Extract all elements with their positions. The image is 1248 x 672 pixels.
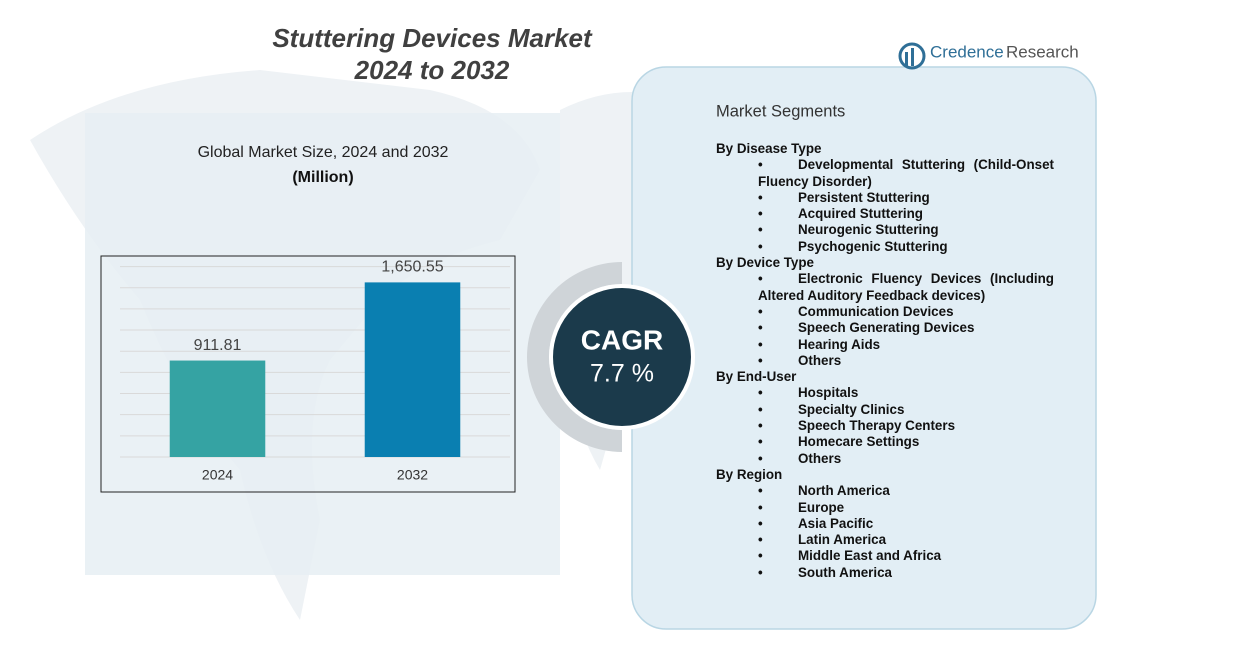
cagr-value: 7.7 % xyxy=(590,360,654,388)
segment-item-text: Persistent Stuttering xyxy=(798,189,930,205)
value-label: 911.81 xyxy=(194,337,242,354)
segment-item: • Psychogenic Stuttering xyxy=(758,239,1054,255)
segment-item: • Middle East and Africa xyxy=(758,548,1054,564)
segment-item: • North America xyxy=(758,483,1054,499)
logo-icon xyxy=(898,42,926,70)
segment-item-text: Communication Devices xyxy=(798,303,954,319)
segment-item-text: Speech Generating Devices xyxy=(798,320,975,336)
bullet: • xyxy=(758,499,763,515)
segment-item-text: Middle East and Africa xyxy=(798,548,942,564)
bullet: • xyxy=(758,515,763,531)
segment-item: • Specialty Clinics xyxy=(758,402,1054,418)
segment-item: • Latin America xyxy=(758,532,1054,548)
left-panel xyxy=(85,113,560,575)
segment-item: • Speech Therapy Centers xyxy=(758,418,1054,434)
bar xyxy=(364,282,461,457)
bullet: • xyxy=(758,320,763,336)
bullet: • xyxy=(758,352,763,368)
segment-item-text: North America xyxy=(798,483,890,499)
segment-item: • Acquired Stuttering xyxy=(758,206,1054,222)
segments-list: By Disease Type • Developmental Stuttering… xyxy=(716,141,1061,581)
segment-item: • Electronic Fluency Devices (Including A… xyxy=(758,271,1054,304)
bullet: • xyxy=(758,238,763,254)
segment-item-text: South America xyxy=(798,564,893,580)
segment-item-text: Speech Therapy Centers xyxy=(798,418,956,434)
segment-item: • Persistent Stuttering xyxy=(758,190,1054,206)
cagr-ring xyxy=(527,262,622,452)
segment-item-text: Others xyxy=(798,352,842,368)
bullet: • xyxy=(758,303,763,319)
segment-item-text: Homecare Settings xyxy=(798,434,920,450)
bullet: • xyxy=(758,336,763,352)
segment-item: • Hospitals xyxy=(758,385,1054,401)
segment-item: • South America xyxy=(758,565,1054,581)
bullet: • xyxy=(758,271,763,287)
segment-item-text: Asia Pacific xyxy=(798,515,874,531)
bullet: • xyxy=(758,564,763,580)
bullet: • xyxy=(758,450,763,466)
bullet: • xyxy=(758,222,763,238)
title: 2024 to 2032 xyxy=(354,55,510,85)
segment-item-text: Specialty Clinics xyxy=(798,401,905,417)
segment-item: • Europe xyxy=(758,500,1054,516)
title: Stuttering Devices Market xyxy=(272,23,593,53)
segment-item-text: Hearing Aids xyxy=(798,336,881,352)
segment-item-text: Others xyxy=(798,450,842,466)
x-tick-label: 2032 xyxy=(397,467,428,483)
segment-item-text: Acquired Stuttering xyxy=(798,206,923,222)
value-label: 1,650.55 xyxy=(381,259,443,276)
bullet: • xyxy=(758,189,763,205)
segment-item: • Others xyxy=(758,451,1054,467)
segment-item-text: Developmental Stuttering (Child-Onset Fl… xyxy=(758,157,1054,189)
segment-item: • Hearing Aids xyxy=(758,337,1054,353)
logo-icon xyxy=(905,52,908,66)
segment-item: • Communication Devices xyxy=(758,304,1054,320)
segment-item: • Homecare Settings xyxy=(758,434,1054,450)
segment-group-title: By Device Type xyxy=(716,255,814,271)
bullet: • xyxy=(758,157,763,173)
bullet: • xyxy=(758,548,763,564)
segment-item-text: Latin America xyxy=(798,532,887,548)
segment-item: • Neurogenic Stuttering xyxy=(758,222,1054,238)
segment-item: • Asia Pacific xyxy=(758,516,1054,532)
chart-frame xyxy=(100,255,516,493)
bullet: • xyxy=(758,206,763,222)
bullet: • xyxy=(758,483,763,499)
bullet: • xyxy=(758,401,763,417)
segments-title: Market Segments xyxy=(716,102,845,120)
chart-subtitle: (Million) xyxy=(292,169,353,186)
bar xyxy=(169,360,266,457)
segment-group-title: By Region xyxy=(716,466,783,482)
cagr-circle xyxy=(549,284,695,430)
segment-item: • Speech Generating Devices xyxy=(758,320,1054,336)
bullet: • xyxy=(758,434,763,450)
logo: Credence Research xyxy=(898,42,1079,70)
cagr-label: CAGR xyxy=(581,324,663,355)
segment-item-text: Neurogenic Stuttering xyxy=(798,222,939,238)
bullet: • xyxy=(758,532,763,548)
segment-item-text: Psychogenic Stuttering xyxy=(798,238,948,254)
segment-item-text: Electronic Fluency Devices (Including Al… xyxy=(758,271,1054,303)
logo-suffix: Research xyxy=(1006,42,1079,61)
bullet: • xyxy=(758,418,763,434)
segment-item-text: Hospitals xyxy=(798,385,859,401)
logo-icon xyxy=(911,48,914,66)
chart-title: Global Market Size, 2024 and 2032 xyxy=(198,144,449,161)
segment-item: • Developmental Stuttering (Child-Onset F… xyxy=(758,157,1054,190)
segment-group-title: By Disease Type xyxy=(716,141,822,156)
x-tick-label: 2024 xyxy=(202,467,233,483)
segment-item-text: Europe xyxy=(798,499,845,515)
logo-brand: Credence xyxy=(930,42,1004,61)
bullet: • xyxy=(758,385,763,401)
segment-group-title: By End-User xyxy=(716,369,797,385)
segment-item: • Others xyxy=(758,353,1054,369)
